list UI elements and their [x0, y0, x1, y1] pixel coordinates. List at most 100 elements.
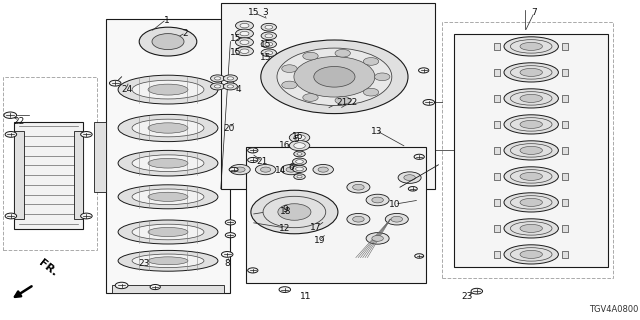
- Ellipse shape: [520, 198, 543, 206]
- Circle shape: [265, 25, 273, 29]
- Circle shape: [240, 23, 249, 28]
- Circle shape: [279, 287, 291, 292]
- Circle shape: [303, 52, 318, 60]
- Circle shape: [5, 213, 17, 219]
- Circle shape: [419, 68, 429, 73]
- Circle shape: [81, 213, 92, 219]
- Circle shape: [81, 132, 92, 137]
- Text: 14: 14: [275, 166, 287, 175]
- Ellipse shape: [118, 75, 218, 104]
- Bar: [562, 43, 568, 50]
- Text: 7: 7: [532, 8, 537, 17]
- Bar: [94, 122, 106, 192]
- Circle shape: [423, 100, 435, 105]
- Circle shape: [294, 143, 305, 148]
- Text: FR.: FR.: [37, 258, 60, 278]
- Circle shape: [347, 181, 370, 193]
- Ellipse shape: [520, 146, 543, 154]
- Bar: [14, 131, 24, 219]
- Bar: [14, 122, 83, 229]
- Circle shape: [366, 233, 389, 244]
- Circle shape: [372, 236, 383, 241]
- Ellipse shape: [118, 114, 218, 141]
- Circle shape: [278, 204, 311, 220]
- Bar: [106, 19, 230, 293]
- Circle shape: [227, 85, 234, 88]
- Ellipse shape: [504, 141, 558, 160]
- Circle shape: [260, 167, 271, 172]
- Text: 4: 4: [236, 85, 241, 94]
- Circle shape: [374, 73, 390, 81]
- Circle shape: [335, 49, 350, 57]
- Bar: [454, 34, 608, 267]
- Bar: [494, 198, 500, 206]
- Ellipse shape: [132, 119, 204, 137]
- Text: 13: 13: [371, 127, 382, 136]
- Ellipse shape: [520, 68, 543, 76]
- Circle shape: [261, 32, 276, 40]
- Circle shape: [404, 175, 415, 180]
- Ellipse shape: [520, 172, 543, 180]
- Circle shape: [372, 197, 383, 203]
- Text: 1: 1: [164, 16, 169, 25]
- Circle shape: [296, 160, 303, 164]
- Circle shape: [152, 34, 184, 50]
- Circle shape: [265, 34, 273, 38]
- Ellipse shape: [504, 89, 558, 108]
- Circle shape: [236, 47, 253, 56]
- Circle shape: [230, 164, 250, 175]
- Circle shape: [255, 164, 276, 175]
- Circle shape: [408, 187, 417, 191]
- Text: 2: 2: [183, 29, 188, 38]
- Circle shape: [261, 40, 408, 114]
- Ellipse shape: [148, 84, 188, 95]
- Ellipse shape: [148, 123, 188, 133]
- Bar: [562, 94, 568, 102]
- Circle shape: [223, 83, 237, 90]
- Ellipse shape: [520, 94, 543, 102]
- Ellipse shape: [504, 193, 558, 212]
- Text: 8: 8: [225, 260, 230, 268]
- Text: 23: 23: [138, 259, 150, 268]
- Circle shape: [353, 216, 364, 222]
- Text: 22: 22: [346, 98, 358, 107]
- Bar: [562, 172, 568, 180]
- Text: 23: 23: [461, 292, 473, 301]
- Ellipse shape: [510, 92, 552, 105]
- Circle shape: [294, 174, 305, 180]
- Circle shape: [282, 65, 297, 72]
- Circle shape: [415, 254, 424, 258]
- Circle shape: [221, 252, 233, 257]
- Bar: [494, 43, 500, 50]
- Circle shape: [140, 27, 197, 56]
- Circle shape: [214, 77, 221, 80]
- Bar: [206, 67, 266, 96]
- Circle shape: [286, 167, 296, 172]
- Circle shape: [248, 268, 258, 273]
- Text: 24: 24: [121, 85, 132, 94]
- Circle shape: [229, 167, 238, 172]
- Ellipse shape: [118, 185, 218, 209]
- Circle shape: [277, 48, 392, 106]
- Text: 11: 11: [300, 292, 312, 301]
- Circle shape: [225, 220, 236, 225]
- Circle shape: [223, 75, 237, 82]
- Bar: [562, 251, 568, 258]
- Text: 19: 19: [314, 236, 325, 245]
- Circle shape: [227, 77, 234, 80]
- Ellipse shape: [504, 115, 558, 134]
- Circle shape: [289, 140, 310, 151]
- Circle shape: [303, 94, 318, 101]
- Circle shape: [4, 112, 17, 118]
- Ellipse shape: [510, 248, 552, 261]
- Circle shape: [364, 88, 379, 96]
- Circle shape: [240, 49, 249, 53]
- Circle shape: [398, 172, 421, 183]
- Circle shape: [282, 81, 297, 89]
- Ellipse shape: [148, 158, 188, 168]
- Circle shape: [471, 288, 483, 294]
- Circle shape: [313, 164, 333, 175]
- Circle shape: [265, 51, 273, 55]
- Text: 15: 15: [230, 48, 241, 57]
- Text: 3: 3: [263, 8, 268, 17]
